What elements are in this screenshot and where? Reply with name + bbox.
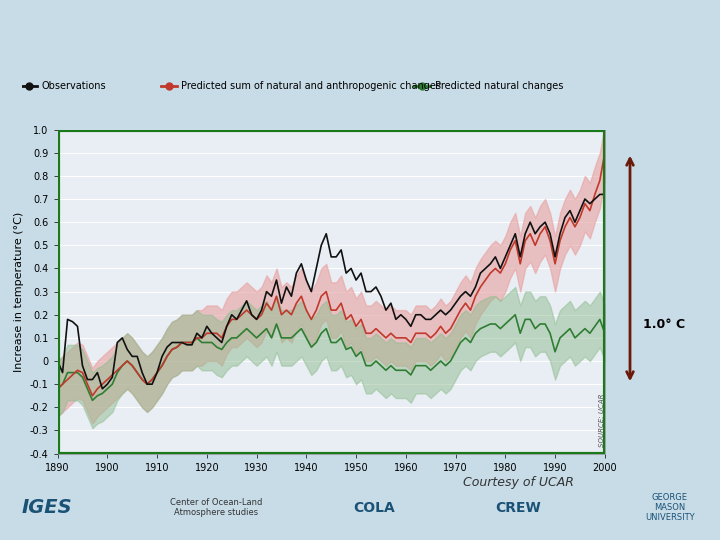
Text: GEORGE
MASON
UNIVERSITY: GEORGE MASON UNIVERSITY xyxy=(645,492,694,523)
Text: 1.0° C: 1.0° C xyxy=(643,318,685,330)
Text: SOURCE: UCAR: SOURCE: UCAR xyxy=(599,394,605,447)
Text: IGES: IGES xyxy=(22,498,72,517)
Y-axis label: Increase in temperature (°C): Increase in temperature (°C) xyxy=(14,212,24,372)
Text: COLA: COLA xyxy=(354,501,395,515)
Text: Courtesy of UCAR: Courtesy of UCAR xyxy=(463,476,574,489)
Text: Predicted natural changes: Predicted natural changes xyxy=(435,82,563,91)
Text: Observations: Observations xyxy=(42,82,107,91)
Text: Predicted sum of natural and anthropogenic changes: Predicted sum of natural and anthropogen… xyxy=(181,82,441,91)
Text: Center of Ocean-Land
Atmosphere studies: Center of Ocean-Land Atmosphere studies xyxy=(170,498,262,517)
Bar xyxy=(58,130,605,454)
Text: CREW: CREW xyxy=(495,501,541,515)
